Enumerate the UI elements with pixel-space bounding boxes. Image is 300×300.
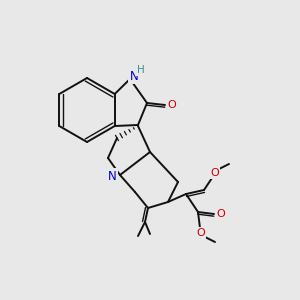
Text: N: N: [108, 169, 116, 182]
Text: O: O: [211, 168, 219, 178]
Text: O: O: [196, 228, 206, 238]
Text: O: O: [168, 100, 176, 110]
Text: H: H: [137, 65, 145, 75]
Text: O: O: [217, 209, 225, 219]
Text: N: N: [130, 70, 138, 83]
